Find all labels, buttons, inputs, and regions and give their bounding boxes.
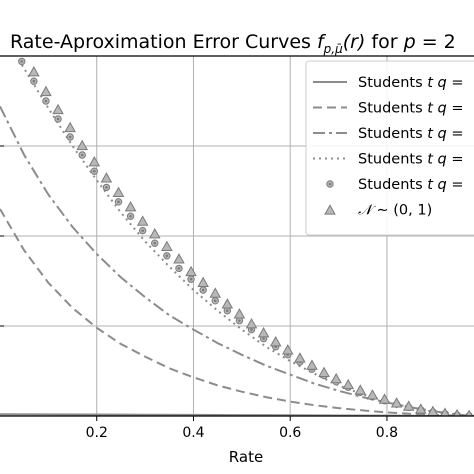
data-point-circle [211,297,219,305]
title-func-sub: p, [323,42,335,56]
data-point-triangle [64,121,76,133]
data-point-triangle [88,155,101,167]
data-point-triangle [209,287,222,298]
data-point-circle [54,115,62,123]
data-point-triangle [390,397,403,408]
data-point-triangle [233,308,246,319]
data-point-triangle [378,393,391,404]
data-point-circle [138,226,147,235]
data-point-triangle [136,215,149,226]
x-axis-label: Rate [229,448,263,466]
data-point-triangle [465,409,473,416]
data-point-triangle [281,344,294,355]
data-point-triangle [100,172,113,183]
data-point-triangle [112,186,125,197]
data-point-circle [102,183,111,192]
series-5-triangles [15,56,473,416]
data-point-circle [30,77,38,85]
title-func-sub-mu: μ̄ [334,42,343,56]
legend-label: 𝒩 ∼ (0, 1) [358,203,432,219]
data-point-triangle [257,326,270,338]
x-tick-label: 0.4 [182,425,204,441]
data-point-circle [187,275,195,283]
data-point-triangle [173,253,185,264]
data-point-triangle [330,372,342,384]
legend-label: Students t q = [358,126,464,142]
series-2-line [0,105,474,416]
title-func-arg: (r) [343,31,366,53]
tick-layer: 0.2 0.4 0.6 0.8 [0,145,398,441]
data-point-triangle [221,298,234,309]
data-point-triangle [161,240,173,251]
legend-label: Students t q = [358,75,464,91]
legend-handle-circle [326,180,334,188]
data-point-circle [199,286,207,294]
legend: Students t q = Students t q = Students t q… [305,60,474,236]
title-main: Rate-Aproximation Error Curves [10,31,317,53]
data-point-circle [42,97,50,105]
x-tick-label: 0.6 [279,425,301,441]
chart-title: Rate-Aproximation Error Curves fp,μ̄(r) … [10,31,456,56]
legend-handle-triangle [324,204,336,215]
data-point-triangle [197,276,209,287]
data-point-circle [163,252,171,260]
data-point-triangle [342,378,355,390]
x-tick-label: 0.2 [86,425,108,441]
data-point-triangle [76,139,89,151]
data-point-triangle [28,65,40,77]
data-point-triangle [185,265,197,277]
data-point-triangle [245,317,258,329]
title-func: f [317,31,327,53]
data-point-circle [114,198,123,206]
data-point-triangle [415,403,427,414]
legend-label: Students t q = [358,177,464,193]
data-point-triangle [306,359,318,370]
series-layer [0,56,474,416]
data-point-circle [126,212,135,220]
data-point-triangle [354,384,367,395]
data-point-triangle [269,335,282,347]
data-point-circle [18,57,26,66]
x-tick-label: 0.8 [376,425,398,441]
data-point-triangle [148,227,161,239]
data-point-triangle [40,85,52,97]
data-point-circle [151,239,159,247]
data-point-triangle [52,103,64,115]
data-point-triangle [294,352,306,363]
title-p-eq: = 2 [416,31,456,53]
data-point-triangle [440,407,450,416]
data-point-triangle [402,400,415,411]
data-point-triangle [366,389,379,400]
data-point-triangle [124,200,137,212]
title-p-var: p [403,31,416,53]
legend-box [305,60,474,236]
data-point-circle [175,264,183,273]
data-point-triangle [453,408,462,416]
data-point-circle [90,167,99,175]
data-point-triangle [318,366,330,377]
series-1-line [0,208,474,416]
legend-label: Students t q = [358,152,464,168]
data-point-circle [66,133,74,141]
legend-label: Students t q = [358,101,464,117]
data-point-circle [78,151,86,159]
title-mid: for [365,31,403,53]
